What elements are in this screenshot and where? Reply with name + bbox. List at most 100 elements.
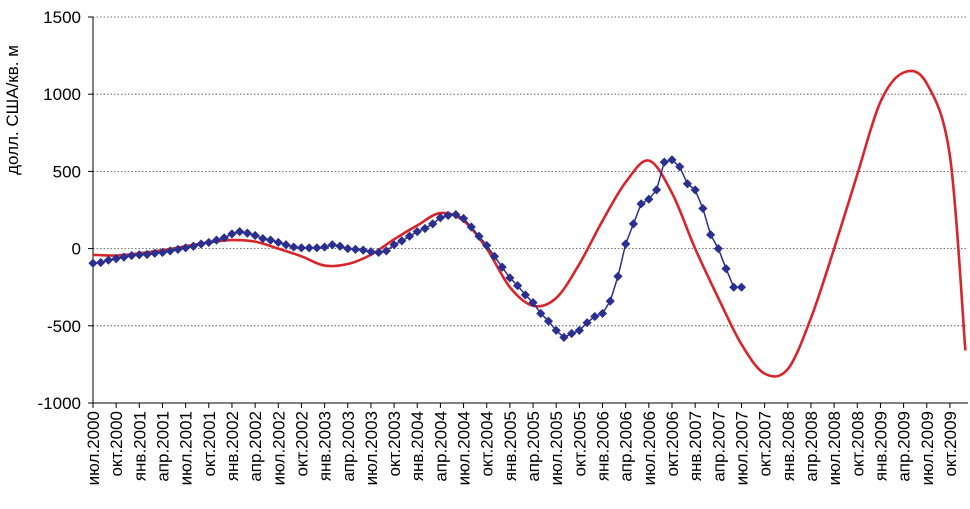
data-point-marker: [312, 243, 322, 253]
data-point-marker: [134, 250, 144, 260]
data-point-marker: [127, 250, 137, 261]
data-point-marker: [698, 203, 708, 214]
data-point-marker: [667, 155, 677, 165]
x-tick-label: янв.2003: [316, 411, 335, 481]
x-tick-label: июл.2004: [455, 411, 474, 485]
data-point-marker: [142, 249, 152, 260]
data-point-marker: [173, 244, 183, 254]
data-point-marker: [536, 308, 546, 319]
data-point-marker: [567, 328, 577, 339]
data-point-marker: [489, 251, 500, 261]
x-tick-label: апр.2007: [709, 411, 728, 482]
data-point-marker: [397, 236, 407, 246]
data-point-marker: [358, 245, 368, 255]
x-tick-label: окт.2002: [292, 411, 311, 477]
data-point-marker: [651, 185, 662, 195]
data-point-marker: [273, 237, 283, 248]
x-tick-label: янв.2001: [130, 411, 149, 481]
axes: [92, 17, 968, 404]
data-point-marker: [513, 281, 523, 291]
data-point-marker: [250, 230, 260, 241]
data-point-marker: [636, 199, 646, 209]
y-tick-label: -1000: [38, 394, 81, 413]
series-blue-line: [88, 155, 747, 342]
x-tick-label: окт.2008: [848, 411, 867, 477]
data-point-marker: [227, 229, 237, 239]
data-point-marker: [381, 246, 391, 256]
data-point-marker: [559, 332, 569, 342]
data-point-marker: [682, 179, 693, 189]
x-tick-label: окт.2006: [663, 411, 682, 477]
data-point-marker: [258, 233, 268, 244]
data-point-marker: [343, 244, 353, 254]
data-point-marker: [729, 282, 739, 292]
data-point-marker: [574, 325, 584, 336]
data-point-marker: [103, 255, 114, 265]
data-point-marker: [181, 243, 191, 253]
x-tick-label: июл.2001: [177, 411, 196, 485]
data-point-marker: [451, 210, 461, 220]
data-point-marker: [335, 241, 345, 251]
data-point-marker: [219, 233, 229, 243]
x-tick-label: июл.2007: [732, 411, 751, 485]
blue-series-path: [92, 158, 742, 339]
x-tick-label: апр.2006: [617, 411, 636, 482]
data-point-marker: [420, 223, 430, 234]
x-tick-label: окт.2007: [756, 411, 775, 477]
data-point-marker: [597, 308, 608, 319]
x-tick-label: окт.2004: [478, 411, 497, 477]
x-tick-label: апр.2003: [339, 411, 358, 482]
x-tick-label: окт.2005: [570, 411, 589, 477]
data-point-marker: [713, 244, 723, 254]
data-point-marker: [706, 230, 716, 240]
data-point-marker: [281, 240, 291, 250]
data-point-marker: [474, 231, 484, 241]
data-point-marker: [404, 231, 415, 241]
data-point-marker: [458, 213, 469, 224]
x-tick-label: апр.2009: [895, 411, 914, 482]
x-tick-label: июл.2003: [362, 411, 381, 485]
data-point-marker: [204, 237, 214, 248]
data-point-marker: [613, 271, 623, 281]
data-point-marker: [304, 243, 314, 253]
data-point-marker: [327, 240, 337, 250]
x-tick-label: июл.2008: [825, 411, 844, 485]
data-point-marker: [590, 311, 600, 322]
data-point-marker: [628, 219, 638, 229]
x-tick-label: июл.2000: [84, 411, 103, 485]
x-tick-label: янв.2008: [779, 411, 798, 481]
data-point-marker: [621, 239, 631, 249]
x-tick-label: апр.2001: [153, 411, 172, 482]
x-tick-label: окт.2001: [200, 411, 219, 477]
data-point-marker: [150, 248, 160, 258]
data-point-marker: [157, 247, 168, 258]
series-red-line: [92, 69, 967, 378]
data-point-marker: [435, 213, 445, 223]
data-point-marker: [320, 242, 330, 252]
y-axis-tick-labels: -1000 -500 0 500 1000 1500: [38, 8, 93, 413]
data-point-marker: [412, 227, 422, 237]
x-tick-label: янв.2009: [871, 411, 890, 481]
y-tick-label: -500: [47, 317, 81, 336]
data-point-marker: [482, 240, 492, 251]
data-point-marker: [520, 290, 530, 300]
x-tick-label: окт.2003: [385, 411, 404, 477]
y-tick-label: 0: [72, 240, 81, 259]
y-tick-label: 1000: [43, 85, 81, 104]
y-axis-label: долл. США/кв. м: [3, 45, 22, 175]
x-tick-label: июл.2006: [640, 411, 659, 485]
data-point-marker: [389, 240, 399, 250]
data-point-marker: [235, 227, 245, 237]
data-point-marker: [265, 235, 276, 245]
x-tick-label: апр.2002: [246, 411, 265, 482]
data-point-marker: [690, 185, 700, 195]
data-point-marker: [96, 257, 106, 268]
data-point-marker: [289, 242, 299, 252]
data-point-marker: [242, 228, 252, 238]
data-point-marker: [350, 244, 361, 254]
data-point-marker: [111, 254, 121, 264]
y-tick-label: 500: [53, 162, 81, 181]
data-point-marker: [443, 210, 453, 221]
data-point-marker: [374, 247, 384, 258]
